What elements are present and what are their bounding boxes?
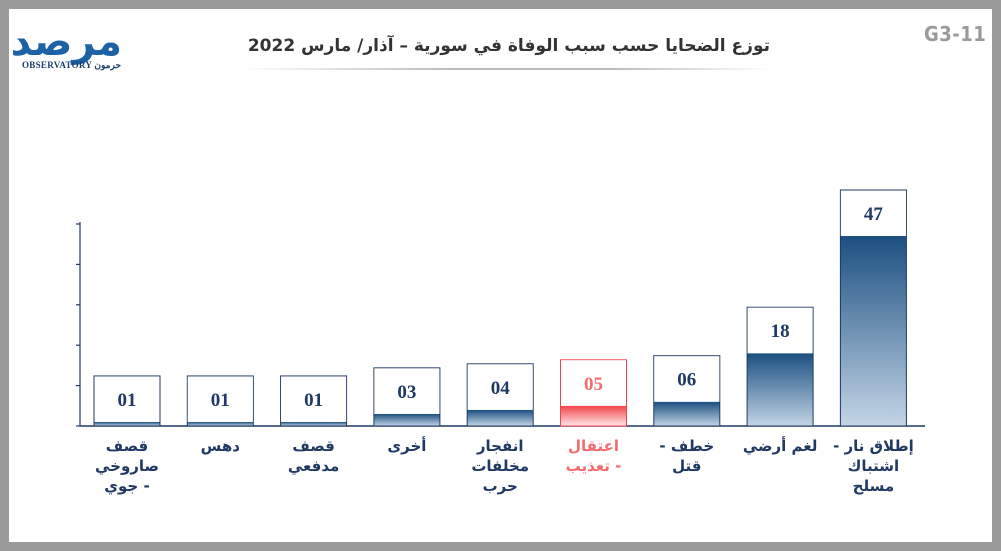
bar-frame [186,375,254,427]
category-label: اشتباك [848,457,900,475]
category-label: لغم أرضي [743,436,818,455]
category-label: خطف - [659,437,714,455]
value-label-box [561,360,626,406]
value-label: 18 [771,321,790,342]
logo-mark: مرصد [10,19,124,65]
category-label: مدفعي [288,457,339,475]
value-label-box [94,376,160,422]
value-label: 05 [584,374,603,395]
value-label: 47 [864,204,884,225]
value-label: 01 [304,390,323,411]
title-block: توزع الضحايا حسب سبب الوفاة في سورية – آ… [240,32,770,72]
value-label-box [281,376,347,422]
value-label-box [467,364,533,410]
logo-subtitle: OBSERVATORY حرمون [22,60,122,71]
category-label: مخلفات [471,457,529,475]
bar-frame [839,189,907,427]
bar-frame [746,306,814,427]
category-label: مسلح [853,477,894,495]
chart-title: توزع الضحايا حسب سبب الوفاة في سورية – آ… [247,36,770,56]
category-label: دهس [201,437,241,455]
logo-subtitle-ar: حرمون [94,60,122,70]
category-label: - تعذيب [566,457,622,475]
bar [94,421,160,426]
bar-frame [653,355,721,427]
category-label: - جوي [104,477,149,496]
bar-frame [560,359,627,427]
value-label: 04 [491,378,511,399]
category-label: حرب [483,477,518,495]
value-label-box [374,368,440,414]
bar-frame [280,375,348,427]
category-label: إطلاق نار - [833,437,914,455]
bar [653,401,720,426]
bar [280,421,347,426]
category-label: أخرى [387,436,426,455]
bar [840,236,907,426]
logo-subtitle-en: OBSERVATORY [22,60,92,70]
category-label: اعتقال [568,437,619,455]
bar [747,353,814,426]
bar-frame [93,375,161,427]
value-label: 01 [211,390,230,411]
bar-frame [373,367,441,427]
value-label: 03 [397,382,416,403]
logo: مرصد OBSERVATORY حرمون [10,19,124,76]
value-label-box [654,356,720,402]
category-label: قتل [672,457,701,475]
bar [467,409,534,426]
value-label: 06 [677,370,696,391]
category-label: صاروخي [95,457,159,475]
value-label-box [187,376,253,422]
figure-code: G3-11 [924,22,987,46]
title-underline [240,68,770,70]
category-label: قصف [292,437,334,455]
category-label: انفجار [476,437,524,455]
chart-frame [9,9,992,542]
value-label-box [747,307,813,354]
category-label: قصف [106,437,148,455]
bar-frame [466,363,534,427]
value-label-box [840,190,906,236]
bar [560,405,627,426]
bar [187,421,254,426]
bar [373,413,440,426]
value-label: 01 [118,390,137,411]
